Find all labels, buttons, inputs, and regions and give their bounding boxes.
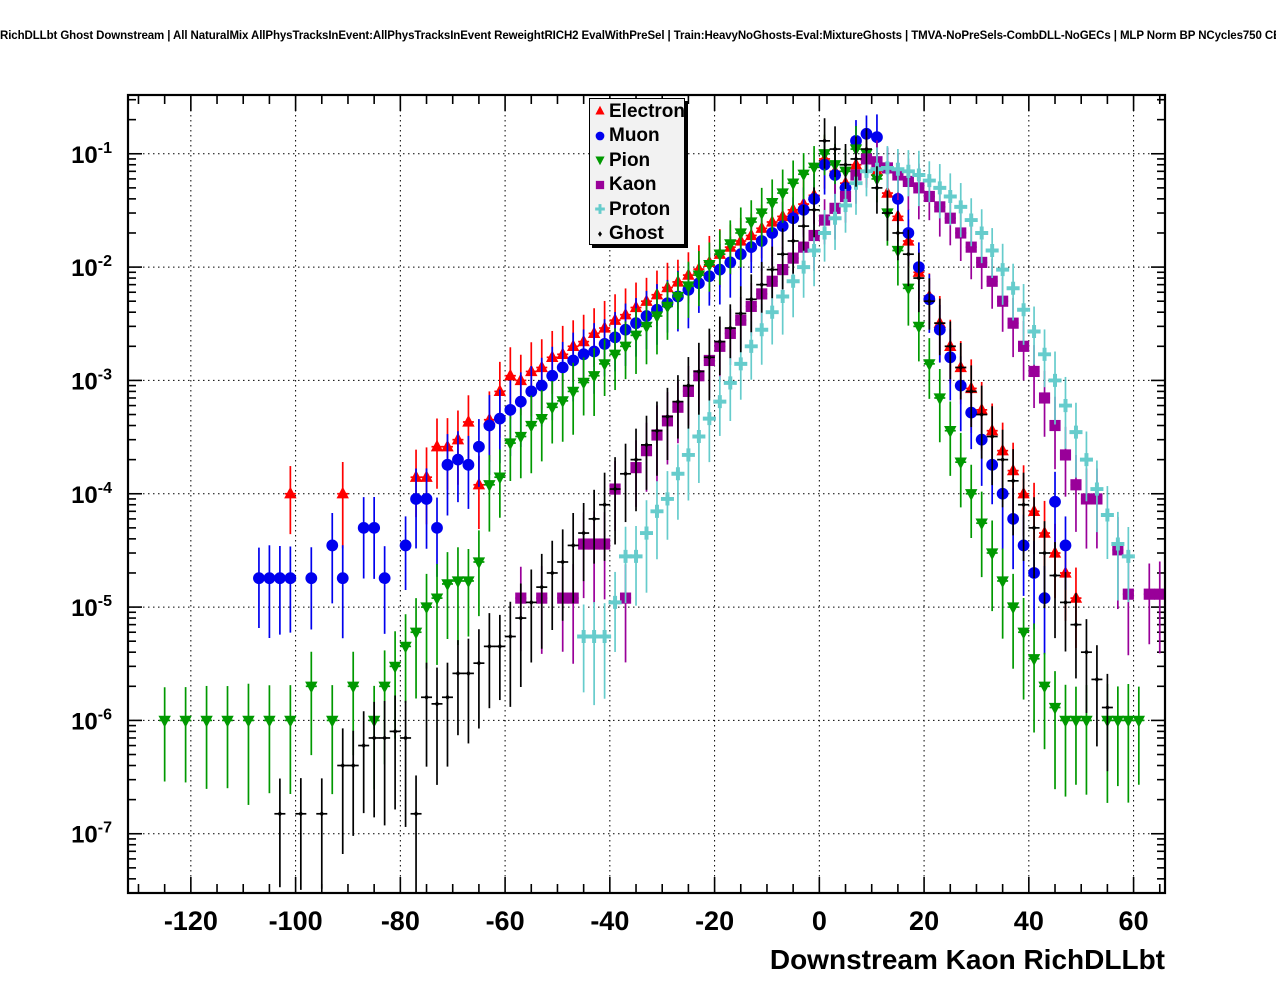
legend-label-proton: Proton xyxy=(609,198,671,220)
series-ghost xyxy=(274,118,1113,893)
svg-text:10-1: 10-1 xyxy=(71,140,112,169)
svg-text:-100: -100 xyxy=(269,906,323,936)
legend-label-kaon: Kaon xyxy=(609,174,657,196)
data-points-layer xyxy=(158,114,1166,893)
legend: Electron Muon Pion Kaon Proton Ghost xyxy=(589,98,685,245)
svg-text:10-5: 10-5 xyxy=(71,593,112,622)
svg-text:10-7: 10-7 xyxy=(71,820,112,849)
legend-item-pion: Pion xyxy=(590,148,684,173)
svg-text:10-6: 10-6 xyxy=(71,706,112,735)
svg-text:0: 0 xyxy=(812,906,827,936)
muon-marker-icon xyxy=(592,127,608,145)
plot-frame xyxy=(126,93,1167,895)
svg-text:-120: -120 xyxy=(164,906,218,936)
legend-label-muon: Muon xyxy=(609,125,660,147)
axis-ticks-layer xyxy=(128,95,1165,894)
svg-text:10-4: 10-4 xyxy=(71,480,112,509)
legend-item-proton: Proton xyxy=(590,197,684,222)
svg-text:10-2: 10-2 xyxy=(71,253,112,282)
legend-item-electron: Electron xyxy=(590,99,686,124)
ghost-marker-icon xyxy=(592,225,608,243)
legend-label-electron: Electron xyxy=(609,100,686,122)
svg-text:-80: -80 xyxy=(381,906,420,936)
svg-text:20: 20 xyxy=(909,906,939,936)
svg-text:60: 60 xyxy=(1119,906,1149,936)
svg-text:-20: -20 xyxy=(695,906,734,936)
svg-text:-40: -40 xyxy=(590,906,629,936)
svg-text:-60: -60 xyxy=(486,906,525,936)
kaon-marker-icon xyxy=(592,176,608,194)
legend-label-pion: Pion xyxy=(609,149,651,171)
x-axis-title: Downstream Kaon RichDLLbt xyxy=(769,944,1165,975)
legend-item-ghost: Ghost xyxy=(590,222,684,247)
legend-label-ghost: Ghost xyxy=(609,223,664,245)
proton-marker-icon xyxy=(592,200,608,218)
axis-labels-layer: 10-7 10-6 10-5 10-4 10-3 10-2 10-1 -120 -100 -80 -… xyxy=(71,140,1149,936)
legend-item-muon: Muon xyxy=(590,124,684,149)
grid-layer xyxy=(128,95,1165,893)
page-title: RichDLLbt Ghost Downstream | All Natural… xyxy=(0,30,1276,42)
legend-item-kaon: Kaon xyxy=(590,173,684,198)
svg-text:10-3: 10-3 xyxy=(71,366,112,395)
pion-marker-icon xyxy=(592,151,608,169)
electron-marker-icon xyxy=(592,102,608,120)
svg-text:40: 40 xyxy=(1014,906,1044,936)
